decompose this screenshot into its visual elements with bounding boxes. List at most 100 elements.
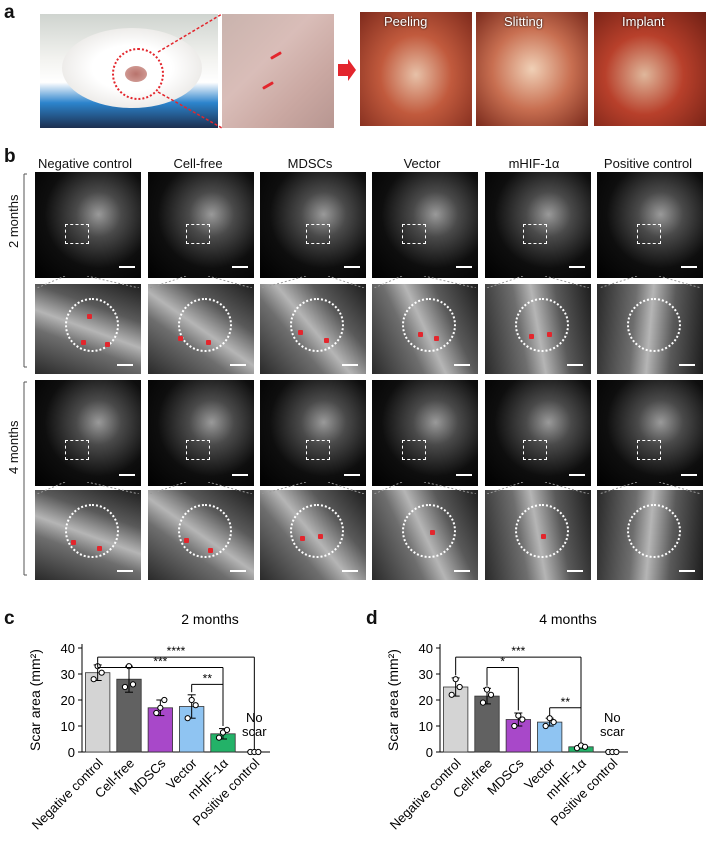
zoom-lines [157,13,356,129]
mri-sagittal-image [148,172,254,278]
chart-title: 4 months [539,611,597,627]
region-circle [627,504,681,558]
no-scar-annotation: No [604,710,621,725]
chart-title: 2 months [181,611,239,627]
scale-bar [232,474,248,476]
y-tick-label: 40 [61,641,75,656]
data-point [125,663,133,670]
column-header-cell-free: Cell-free [173,156,223,171]
significance-label: ** [561,695,571,709]
region-circle [515,504,569,558]
data-point [483,686,491,693]
red-arrow [105,342,110,347]
y-tick-label: 40 [419,641,433,656]
step-label-implant: Implant [622,14,665,29]
mri-zoom-image [260,284,366,374]
scale-bar [569,474,585,476]
closeup-photo [222,14,334,128]
scale-bar [454,364,470,366]
y-tick-label: 30 [419,667,433,682]
zoom-region-box [65,440,89,460]
surgery-photo-peeling: Peeling [360,12,472,126]
red-arrow [529,334,534,339]
scale-bar [454,570,470,572]
scale-bar [567,570,583,572]
scale-bar [681,474,697,476]
surgery-photo-implant: Implant [594,12,706,126]
red-arrow [324,338,329,343]
zoom-connector-lines [598,276,702,288]
region-circle [515,298,569,352]
mri-sagittal-image [485,380,591,486]
data-point [215,734,223,741]
scale-bar [567,364,583,366]
scale-bar [230,364,246,366]
panel-letter-a: a [4,2,15,23]
mri-zoom-image [260,490,366,580]
scale-bar [117,364,133,366]
mri-sagittal-image [485,172,591,278]
zoom-region-box [637,224,661,244]
red-arrow [430,530,435,535]
significance-label: ** [203,671,213,685]
scale-bar [456,266,472,268]
scale-bar [119,474,135,476]
data-point [223,726,231,734]
column-header-mhif: mHIF-1α [508,156,560,171]
red-arrow [318,534,323,539]
y-axis-label: Scar area (mm²) [27,649,43,751]
scale-bar [230,570,246,572]
data-point [487,691,495,698]
scale-bar [344,266,360,268]
mri-zoom-image [35,490,141,580]
red-arrow [184,538,189,543]
zoom-region-box [65,224,89,244]
data-point [98,669,105,676]
row-bracket-4-months [23,381,27,576]
zoom-connector-lines [261,482,365,494]
scale-bar [679,570,695,572]
data-point [456,683,463,691]
red-arrow [178,336,183,341]
zoom-region-box [402,224,426,244]
scale-bar [119,266,135,268]
red-arrow [97,546,102,551]
red-arrow [81,340,86,345]
data-point [613,748,620,756]
surgery-photo-slitting: Slitting [476,12,588,126]
red-right-arrow [338,59,356,81]
zoom-connector-lines [486,276,590,288]
x-tick-label: MDSCs [126,755,169,798]
data-point [129,681,137,688]
region-circle [65,504,119,558]
red-arrow [87,314,92,319]
zoom-connector-lines [373,276,477,288]
region-circle [290,298,344,352]
data-point [515,712,522,719]
panel-letter-b: b [4,146,16,167]
data-point [550,719,557,726]
mri-sagittal-image [260,380,366,486]
data-point [161,696,168,704]
data-point [192,702,199,709]
zoom-connector-lines [36,482,140,494]
red-arrow [298,330,303,335]
highlight-circle [112,48,164,100]
y-axis-label: Scar area (mm²) [385,649,401,751]
mri-sagittal-image [597,380,703,486]
mri-sagittal-image [148,380,254,486]
column-header-mdscs: MDSCs [287,156,333,171]
zoom-connector-lines [373,482,477,494]
y-tick-label: 0 [426,745,433,760]
scale-bar [342,570,358,572]
data-point [121,683,129,691]
red-arrow [547,332,552,337]
mri-sagittal-image [35,172,141,278]
zoom-connector-lines [149,482,253,494]
scale-bar [117,570,133,572]
mri-sagittal-image [35,380,141,486]
mri-zoom-image [485,284,591,374]
zoom-region-box [637,440,661,460]
